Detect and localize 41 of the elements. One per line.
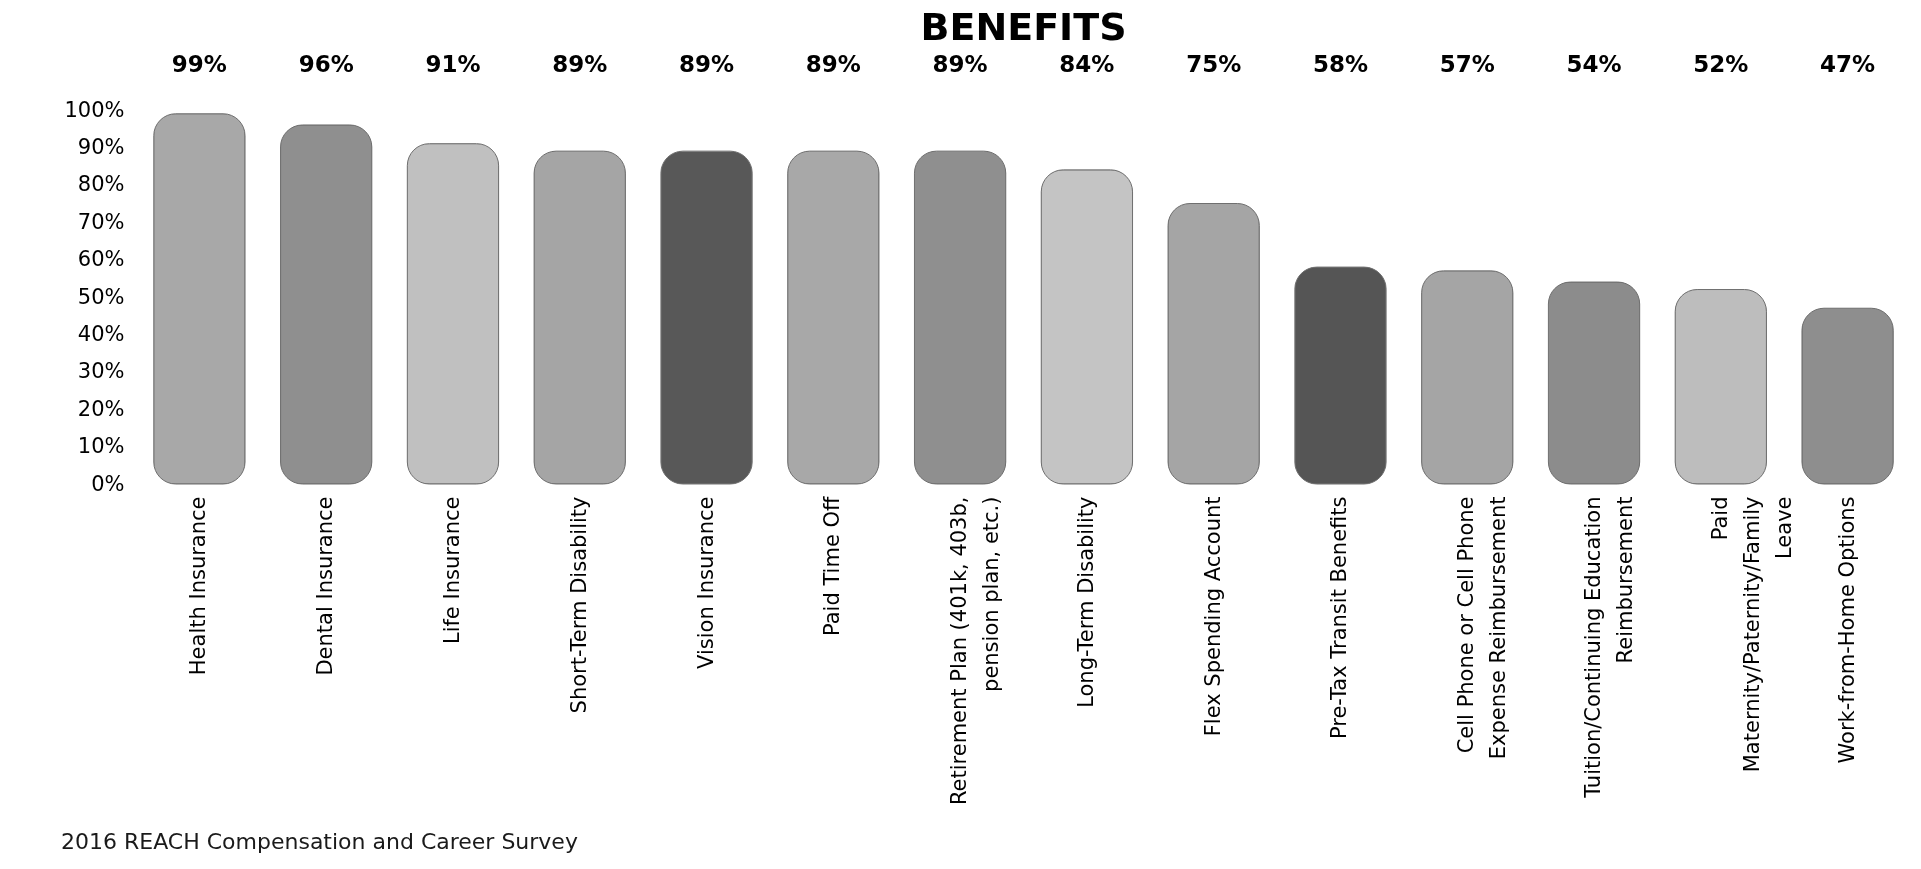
- chart-title: BENEFITS: [920, 5, 1127, 49]
- y-tick-label: 20%: [77, 396, 125, 421]
- x-tick-label: Retirement Plan (401k, 403b, pension plan, etc.): [947, 496, 1004, 806]
- x-tick-label: Paid Time Off: [820, 495, 845, 636]
- y-tick-label: 90%: [77, 134, 125, 159]
- y-tick-label: 80%: [77, 172, 125, 197]
- data-label: 96%: [298, 51, 354, 77]
- data-label: 89%: [805, 51, 861, 77]
- x-tick-label: Flex Spending Account: [1200, 496, 1225, 737]
- text: 2016 REACH Compensation and Career Survey: [61, 829, 578, 854]
- data-label: 89%: [679, 51, 735, 77]
- y-tick-label: 100%: [64, 97, 125, 122]
- x-tick-label: Cell Phone or Cell Phone Expense Reimbursement: [1454, 496, 1511, 760]
- y-tick-label: 0%: [91, 471, 125, 496]
- x-tick-label: Tuition/Continuing Education Reimbursement: [1581, 496, 1638, 799]
- x-tick-label: Long-Term Disability: [1073, 496, 1098, 708]
- data-label: 47%: [1820, 51, 1876, 77]
- data-label: 57%: [1439, 51, 1495, 77]
- x-tick-label: Health Insurance: [186, 496, 211, 676]
- x-tick-label: Dental Insurance: [313, 496, 338, 676]
- x-tick-label: Life Insurance: [439, 496, 464, 645]
- y-tick-label: 40%: [77, 321, 125, 346]
- x-tick-label: Paid Maternity/Paternity/Family Leave: [1707, 496, 1796, 773]
- x-tick-label: Vision Insurance: [693, 496, 718, 669]
- data-label: 58%: [1312, 51, 1368, 77]
- x-tick-label: Pre-Tax Transit Benefits: [1327, 496, 1352, 740]
- data-label: 54%: [1566, 51, 1622, 77]
- data-label: 84%: [1059, 51, 1115, 77]
- y-tick-label: 50%: [77, 284, 125, 309]
- x-tick-label: Work-from-Home Options: [1834, 496, 1859, 764]
- y-tick-label: 10%: [77, 434, 125, 459]
- data-label: 75%: [1186, 51, 1242, 77]
- data-label: 91%: [425, 51, 481, 77]
- y-tick-label: 60%: [77, 247, 125, 272]
- data-label: 99%: [171, 51, 227, 77]
- data-label: 89%: [552, 51, 608, 77]
- data-label: 89%: [932, 51, 988, 77]
- x-tick-label: Short-Term Disability: [566, 496, 591, 714]
- y-tick-label: 30%: [77, 359, 125, 384]
- y-tick-label: 70%: [77, 209, 125, 234]
- data-label: 52%: [1693, 51, 1749, 77]
